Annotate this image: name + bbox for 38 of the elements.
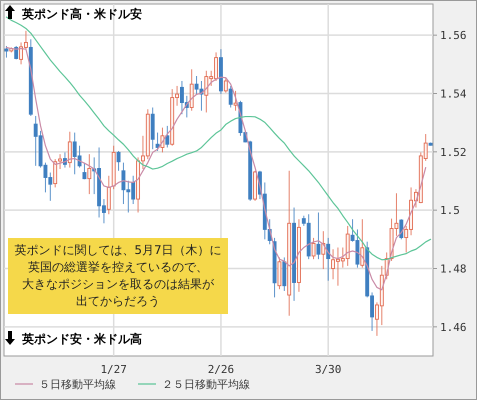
y-tick-label: 1.5 — [440, 204, 460, 218]
candlestick — [68, 131, 72, 168]
annotation: 出てからだろう — [76, 294, 160, 308]
y-tick-label: 1.56 — [440, 29, 466, 42]
x-tick-label: 2/26 — [208, 363, 234, 376]
candlestick — [82, 162, 86, 180]
candlestick — [228, 85, 233, 108]
line-series — [6, 46, 426, 290]
candlestick — [58, 154, 62, 170]
candlestick — [14, 45, 18, 60]
candlestick — [116, 150, 121, 172]
x-tick-label: 1/27 — [100, 363, 127, 376]
candlestick — [106, 175, 111, 215]
y-tick-label: 1.48 — [440, 262, 466, 276]
annotation: 大きなポジションを取るのは結果が — [22, 277, 215, 291]
candlestick — [282, 256, 286, 292]
x-tick-label: 3/30 — [314, 363, 342, 376]
candlestick — [360, 218, 364, 268]
y-tick-label: 1.52 — [440, 146, 466, 159]
annotation: 英ポンド高・米ドル安 — [21, 7, 142, 21]
candlestick — [53, 158, 58, 188]
candlestick — [224, 76, 228, 94]
candlestick — [4, 45, 8, 58]
candlestick — [312, 237, 316, 260]
y-tick-label: 1.46 — [440, 320, 466, 334]
annotation: 英ポンドに関しては、5月7日（木）に — [14, 243, 222, 257]
candlestick — [234, 90, 238, 112]
candlestick — [165, 125, 170, 148]
candlestick — [277, 256, 282, 290]
legend-label: ５日移動平均線 — [39, 378, 116, 391]
candlestick — [87, 154, 92, 195]
annotation: 英国の総選挙を控えているので、 — [28, 260, 208, 274]
candlestick — [399, 218, 404, 240]
legend-label: ２５日移動平均線 — [162, 378, 250, 391]
annotation: 英ポンド安・米ドル高 — [21, 332, 142, 346]
y-tick-label: 1.54 — [440, 88, 467, 100]
candlestick — [190, 68, 194, 112]
candlestick — [316, 212, 320, 260]
